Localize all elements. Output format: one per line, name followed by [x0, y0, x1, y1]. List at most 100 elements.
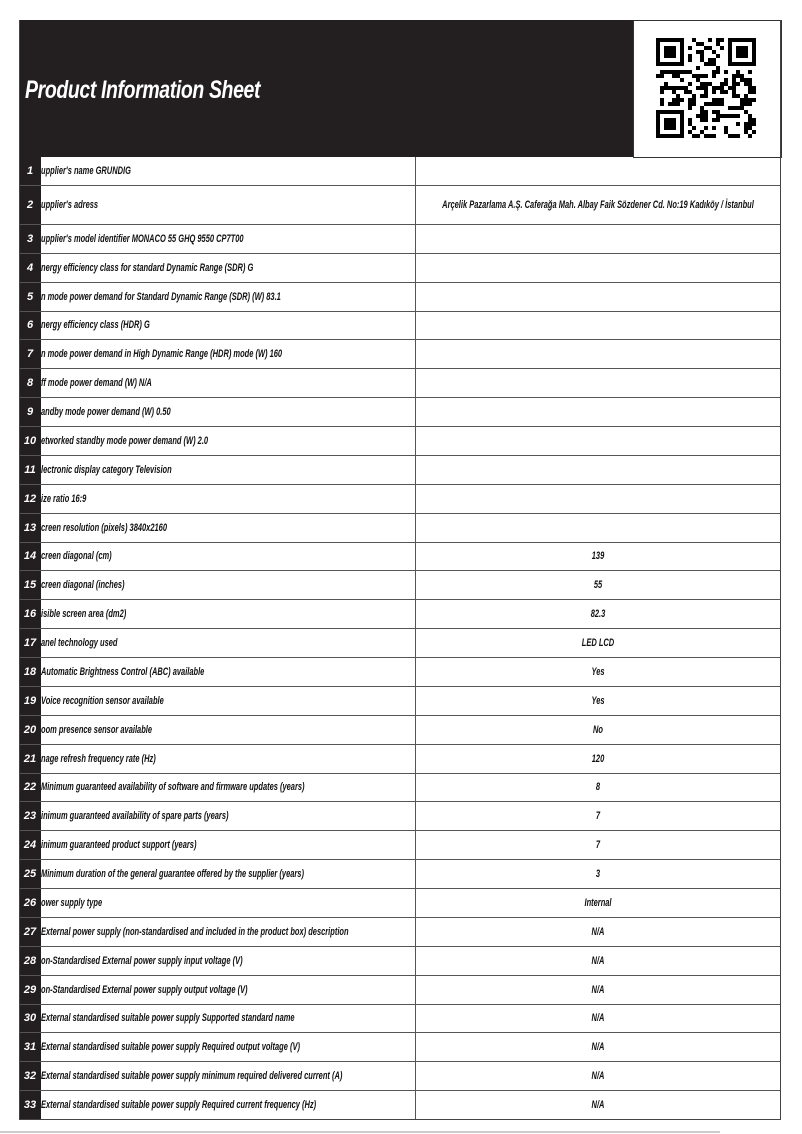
qr-module [732, 90, 736, 94]
qr-module [712, 90, 716, 94]
qr-module [732, 82, 736, 86]
row-label: lectronic display category Television [41, 463, 172, 476]
row-value: N/A [591, 1012, 605, 1025]
qr-module [720, 86, 724, 90]
qr-module [748, 122, 752, 126]
row-label: inimum guaranteed availability of spare … [41, 810, 229, 823]
qr-module [704, 46, 708, 50]
row-label: ff mode power demand (W) N/A [41, 377, 152, 390]
row-value: No [593, 723, 603, 736]
qr-module [668, 102, 672, 106]
row-number: 6 [19, 311, 41, 340]
label-cell: Minimum duration of the general guarante… [41, 860, 416, 888]
qr-module [748, 114, 752, 118]
qr-module [688, 82, 692, 86]
row-value: Arçelik Pazarlama A.Ş. Caferağa Mah. Alb… [442, 198, 754, 211]
qr-module [668, 86, 672, 90]
qr-module [680, 78, 684, 82]
qr-module [672, 90, 676, 94]
qr-module [708, 46, 712, 50]
row-value: 7 [595, 810, 601, 823]
table-row: 22 Minimum guaranteed availability of sof… [19, 773, 781, 803]
table-row: 33 External standardised suitable power s… [19, 1091, 781, 1120]
row-value: 82.3 [590, 608, 606, 621]
qr-module [700, 130, 704, 134]
value-cell [415, 456, 781, 484]
value-cell [415, 340, 781, 368]
row-label: etworked standby mode power demand (W) 2… [41, 434, 209, 447]
value-cell: N/A [415, 918, 781, 946]
qr-module [688, 118, 692, 122]
row-value: N/A [591, 983, 605, 996]
qr-module [744, 82, 748, 86]
qr-module [752, 90, 756, 94]
value-cell: Yes [415, 687, 781, 715]
footer-rule [0, 1131, 720, 1133]
row-label: External standardised suitable power sup… [41, 1012, 295, 1025]
row-value: 3 [595, 868, 601, 881]
qr-module [724, 126, 728, 130]
row-value: Yes [591, 665, 605, 678]
row-value: 8 [595, 781, 601, 794]
label-cell: upplier's name GRUNDIG [41, 157, 416, 185]
qr-module [696, 42, 700, 46]
row-label: nage refresh frequency rate (Hz) [41, 752, 156, 765]
row-number: 4 [19, 253, 41, 282]
label-cell: ff mode power demand (W) N/A [41, 369, 416, 398]
label-cell: ize ratio 16:9 [41, 484, 416, 513]
qr-module [712, 50, 716, 54]
qr-module [704, 90, 708, 94]
qr-module [724, 82, 728, 86]
qr-module [676, 102, 680, 106]
qr-module [680, 70, 684, 74]
row-label: nergy efficiency class (HDR) G [41, 319, 150, 332]
row-number: 17 [19, 629, 41, 657]
label-cell: External standardised suitable power sup… [41, 1062, 416, 1091]
value-cell: 7 [415, 802, 781, 830]
qr-module [692, 102, 696, 106]
label-cell: upplier's model identifier MONACO 55 GHQ… [41, 224, 416, 253]
label-cell: on-Standardised External power supply ou… [41, 975, 416, 1004]
row-value: Yes [591, 694, 605, 707]
value-cell: 55 [415, 571, 781, 599]
qr-module [748, 134, 752, 138]
qr-module [732, 86, 736, 90]
qr-module [744, 102, 748, 106]
qr-module [708, 102, 712, 106]
table-row: 8 ff mode power demand (W) N/A [19, 369, 781, 399]
qr-module [696, 74, 700, 78]
qr-module [752, 86, 756, 90]
value-cell: No [415, 716, 781, 744]
value-cell: 82.3 [415, 600, 781, 628]
qr-module [748, 86, 752, 90]
qr-module [688, 58, 692, 62]
row-value: N/A [591, 954, 605, 967]
qr-module [736, 74, 740, 78]
qr-module [692, 126, 696, 130]
qr-module [748, 78, 752, 82]
qr-module [716, 86, 720, 90]
qr-module [668, 70, 672, 74]
qr-module [728, 114, 732, 118]
value-cell: N/A [415, 1091, 781, 1119]
qr-module [708, 58, 712, 62]
qr-module [740, 78, 744, 82]
qr-module [732, 94, 736, 98]
qr-module [708, 134, 712, 138]
qr-module [716, 70, 720, 74]
qr-module [704, 62, 708, 66]
qr-module [712, 70, 716, 74]
table-row: 29 on-Standardised External power supply … [19, 975, 781, 1005]
value-cell: 3 [415, 860, 781, 888]
qr-module [684, 70, 688, 74]
row-number: 10 [19, 427, 41, 455]
value-cell [415, 312, 781, 340]
qr-module [752, 130, 756, 134]
row-value: 55 [593, 579, 603, 592]
qr-module [716, 42, 720, 46]
qr-module [672, 98, 676, 102]
qr-module [700, 50, 704, 54]
label-cell: andby mode power demand (W) 0.50 [41, 398, 416, 426]
row-label: External power supply (non-standardised … [41, 925, 349, 938]
